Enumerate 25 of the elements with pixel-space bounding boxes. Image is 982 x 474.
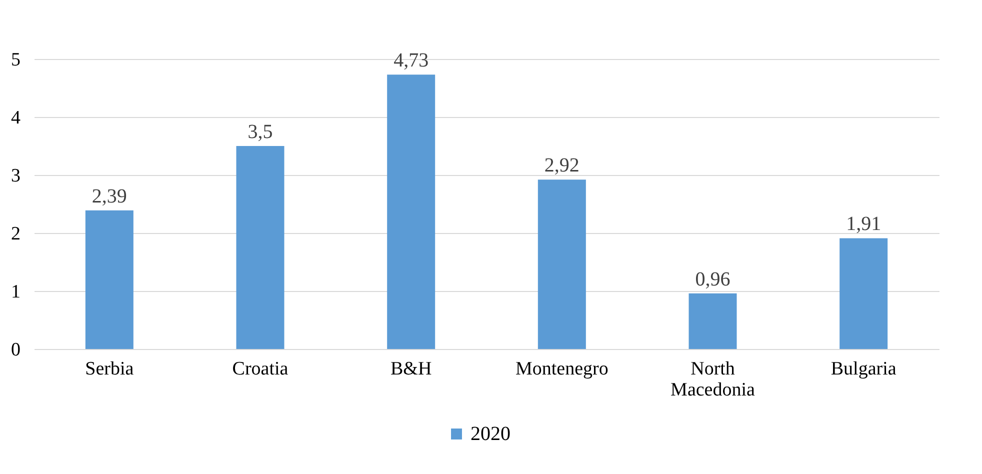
x-tick-label: Serbia: [85, 358, 134, 380]
y-tick-label: 0: [11, 340, 20, 360]
data-label: 2,92: [544, 154, 580, 177]
bar: [538, 180, 586, 349]
y-tick-label: 4: [11, 108, 21, 128]
data-label: 1,91: [846, 213, 882, 236]
y-tick-label: 5: [11, 50, 20, 70]
data-label: 4,73: [394, 50, 429, 72]
data-label: 2,39: [92, 185, 127, 208]
data-label: 0,96: [695, 268, 730, 290]
y-tick-label: 1: [11, 282, 20, 302]
bar: [387, 74, 436, 349]
bar: [85, 210, 134, 349]
legend-label: 2020: [470, 423, 510, 445]
bar: [236, 146, 284, 349]
x-tick-label: Montenegro: [515, 358, 608, 380]
x-tick-label: Croatia: [232, 358, 289, 380]
y-tick-label: 3: [11, 166, 20, 186]
x-tick-label: North Macedonia: [670, 358, 756, 400]
data-label: 3,5: [248, 121, 273, 143]
bar: [840, 238, 888, 349]
x-tick-label: B&H: [390, 358, 432, 380]
x-tick-label: Bulgaria: [830, 358, 897, 380]
bar: [688, 293, 737, 349]
y-tick-label: 2: [11, 224, 20, 244]
